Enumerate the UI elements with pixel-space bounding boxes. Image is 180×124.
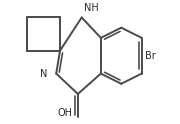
Text: Br: Br [145, 51, 156, 61]
Text: N: N [40, 69, 47, 79]
Text: OH: OH [58, 108, 73, 118]
Text: NH: NH [84, 3, 98, 13]
